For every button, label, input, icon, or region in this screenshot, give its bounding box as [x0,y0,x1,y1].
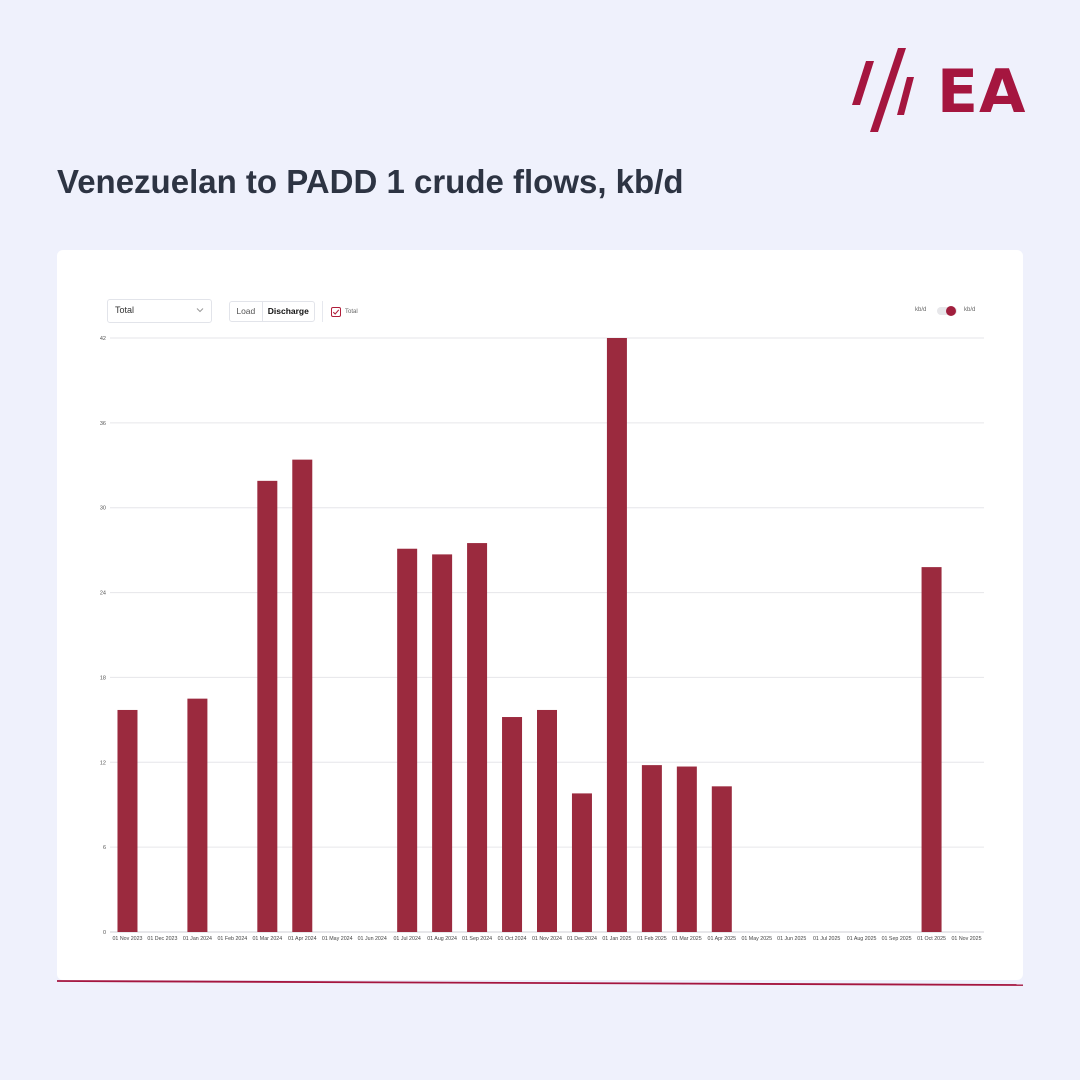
x-tick-label: 01 Jan 2024 [183,936,212,942]
bar[interactable] [292,459,313,932]
load-button[interactable]: Load [230,302,263,321]
y-tick-label: 36 [100,421,106,427]
discharge-button[interactable]: Discharge [267,306,309,316]
bar[interactable] [921,567,942,932]
x-tick-label: 01 Feb 2025 [637,936,667,942]
bar[interactable] [257,480,278,932]
x-tick-label: 01 Mar 2025 [672,936,702,942]
y-tick-label: 12 [100,760,106,766]
bar[interactable] [641,765,662,932]
bar[interactable] [537,709,557,932]
y-tick-label: 42 [100,336,106,342]
x-tick-label: 01 Aug 2025 [847,936,877,942]
x-tick-label: 01 Apr 2025 [708,936,737,942]
x-tick-label: 01 Nov 2023 [112,936,142,942]
toolbar-divider [322,301,323,322]
bar[interactable] [467,543,488,932]
y-tick-label: 6 [103,845,106,851]
bar[interactable] [432,554,453,932]
x-tick-label: 01 Oct 2024 [498,936,527,942]
bar[interactable] [676,766,697,932]
series-select-value: Total [115,305,135,315]
bar[interactable] [502,717,523,932]
bar[interactable] [571,793,592,932]
brand-logo-text: EA [937,57,1027,127]
x-tick-label: 01 Sep 2025 [882,936,912,942]
y-tick-label: 24 [100,591,106,597]
bar[interactable] [187,698,208,932]
bottom-accent-line [57,980,1023,986]
load-discharge-toggle: Load Discharge [229,301,315,322]
unit-label-right: kb/d [964,307,976,313]
y-tick-label: 0 [103,930,106,936]
y-tick-label: 18 [100,675,106,681]
page-title: Venezuelan to PADD 1 crude flows, kb/d [57,163,684,200]
x-tick-label: 01 Dec 2024 [567,936,597,942]
x-tick-label: 01 May 2025 [741,936,772,942]
x-tick-label: 01 Jan 2025 [602,936,631,942]
series-select[interactable]: Total [107,299,212,323]
bar[interactable] [711,786,732,932]
x-tick-label: 01 Apr 2024 [288,936,317,942]
unit-toggle-switch[interactable] [936,305,958,317]
x-tick-label: 01 Oct 2025 [917,936,946,942]
x-tick-label: 01 Sep 2024 [462,936,492,942]
brand-logo-mark-icon [852,48,914,132]
x-tick-label: 01 Aug 2024 [427,936,457,942]
x-tick-label: 01 May 2024 [322,936,353,942]
x-tick-label: 01 Feb 2024 [217,936,247,942]
x-tick-label: 01 Mar 2024 [252,936,282,942]
x-tick-label: 01 Jun 2024 [358,936,387,942]
total-checkbox[interactable] [331,307,341,317]
bar[interactable] [606,338,627,932]
x-tick-label: 01 Dec 2023 [147,936,177,942]
total-checkbox-label: Total [345,309,358,315]
bar[interactable] [397,548,418,932]
chevron-down-icon [196,308,204,313]
x-tick-label: 01 Jul 2025 [813,936,840,942]
y-tick-label: 30 [100,506,106,512]
bar[interactable] [117,709,138,932]
x-tick-label: 01 Jul 2024 [393,936,420,942]
x-tick-label: 01 Nov 2024 [532,936,562,942]
x-tick-label: 01 Nov 2025 [951,936,981,942]
x-tick-label: 01 Jun 2025 [777,936,806,942]
unit-label-left: kb/d [915,307,927,313]
